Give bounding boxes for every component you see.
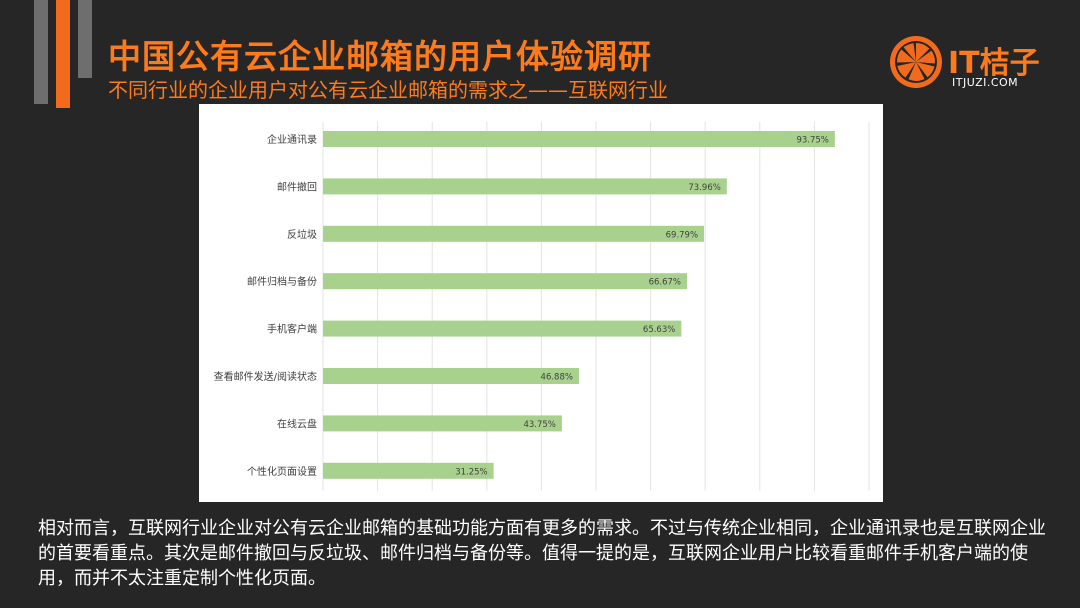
value-label-1: 73.96% xyxy=(688,183,720,193)
bar-0 xyxy=(323,131,835,147)
value-label-2: 69.79% xyxy=(666,230,698,240)
category-label-1: 邮件撤回 xyxy=(277,180,317,193)
bar-4 xyxy=(323,320,682,337)
decor-bar-gray-right xyxy=(78,0,92,78)
bar-chart: 企业通讯录 93.75% 邮件撤回 73.96% 反垃圾 69.79% 邮件归档与备份 66.… xyxy=(214,122,870,491)
category-label-5: 查看邮件发送/阅读状态 xyxy=(214,370,317,383)
bar-3 xyxy=(323,273,688,290)
value-label-6: 43.75% xyxy=(523,420,555,430)
description-text: 相对而言，互联网行业企业对公有云企业邮箱的基础功能方面有更多的需求。不过与传统企… xyxy=(38,518,1046,589)
bar-7 xyxy=(323,462,494,479)
orange-slice-icon xyxy=(890,36,942,88)
category-label-4: 手机客户端 xyxy=(267,323,317,336)
value-label-5: 46.88% xyxy=(541,373,573,383)
category-label-6: 在线云盘 xyxy=(277,417,317,430)
value-label-3: 66.67% xyxy=(649,278,681,288)
brand-url: ITJUZI.COM xyxy=(952,76,1019,89)
bar-1 xyxy=(323,178,727,195)
chart-panel: 企业通讯录 93.75% 邮件撤回 73.96% 反垃圾 69.79% 邮件归档与备份 66.… xyxy=(199,104,883,502)
category-label-3: 邮件归档与备份 xyxy=(247,275,317,288)
bar-6 xyxy=(323,415,562,432)
page-title: 中国公有云企业邮箱的用户体验调研 xyxy=(108,37,652,76)
value-label-7: 31.25% xyxy=(455,467,487,477)
decor-bar-gray-left xyxy=(34,0,48,104)
decor-bar-orange xyxy=(56,0,70,108)
page-subtitle: 不同行业的企业用户对公有云企业邮箱的需求之——互联网行业 xyxy=(108,78,668,102)
value-label-4: 65.63% xyxy=(643,325,675,335)
category-label-7: 个性化页面设置 xyxy=(247,465,317,478)
bar-2 xyxy=(323,225,705,242)
bar-5 xyxy=(323,368,579,384)
brand-logo: IT桔子 ITJUZI.COM xyxy=(888,34,1058,94)
brand-name: IT桔子 xyxy=(948,46,1040,81)
category-label-0: 企业通讯录 xyxy=(267,133,317,146)
value-label-0: 93.75% xyxy=(796,136,828,146)
category-label-2: 反垃圾 xyxy=(287,228,317,241)
